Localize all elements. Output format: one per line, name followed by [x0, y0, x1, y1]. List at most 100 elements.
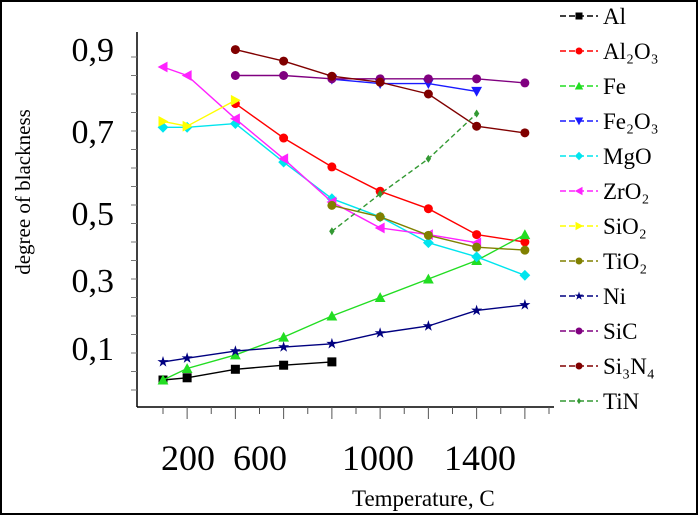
legend-label: TiN — [603, 389, 640, 414]
axes: 200 600 1000 1400 0,9 0,7 0,5 0,3 0,1 — [72, 32, 554, 478]
legend-marker — [576, 397, 582, 405]
data-point-sin — [472, 121, 482, 131]
legend: Al Al₂O₃ Fe Fe₂O₃ MgO ZrO₂ SiO₂ TiO₂ Ni SiC Si₃N₄ T… — [560, 4, 659, 414]
legend-marker — [575, 257, 583, 265]
legend-item-zro: ZrO₂ — [560, 179, 649, 204]
data-point-ni — [471, 304, 483, 316]
legend-marker — [574, 81, 584, 90]
data-point-alo — [327, 162, 337, 172]
legend-item-alo: Al₂O₃ — [560, 39, 659, 64]
data-point-al — [230, 364, 240, 374]
data-point-mgo — [157, 121, 169, 133]
data-point-alo — [472, 230, 482, 240]
series-line-feo — [331, 78, 477, 93]
data-point-sin — [423, 89, 433, 99]
legend-label: Fe₂O₃ — [603, 109, 659, 134]
data-point-sic — [423, 74, 433, 84]
data-point-sic — [279, 71, 289, 80]
legend-label: SiC — [603, 319, 638, 344]
y-tick-label: 0,3 — [72, 263, 115, 300]
data-point-sic — [472, 74, 482, 84]
y-tick-label: 0,5 — [72, 196, 115, 233]
legend-item-ni: Ni — [560, 284, 626, 309]
legend-label: Al — [603, 4, 626, 29]
data-point-ni — [374, 327, 386, 338]
data-point-fe — [326, 310, 338, 321]
series-alo — [230, 99, 530, 247]
data-point-zro — [278, 153, 289, 165]
legend-marker — [574, 186, 583, 196]
legend-item-tin: TiN — [560, 389, 640, 414]
legend-marker — [574, 117, 584, 126]
series-line-tin — [331, 113, 478, 232]
data-point-sin — [375, 77, 385, 87]
data-point-zro — [229, 113, 240, 125]
x-tick-label: 1000 — [342, 438, 414, 478]
data-point-fe — [422, 273, 434, 284]
x-tick-label: 1400 — [444, 438, 516, 478]
data-point-tio — [375, 212, 385, 222]
data-point-tio — [327, 200, 337, 210]
series-tio — [327, 200, 530, 255]
data-point-fe — [181, 363, 193, 374]
legend-item-sic: SiC — [560, 319, 638, 344]
x-axis-label: Temperature, C — [352, 486, 495, 511]
y-axis-label: degree of blackness — [11, 109, 35, 275]
data-point-mgo — [326, 193, 338, 205]
data-point-ni — [229, 345, 241, 356]
data-point-zro — [157, 61, 168, 73]
series-fe — [157, 229, 531, 385]
data-point-tio — [423, 230, 433, 240]
legend-label: ZrO₂ — [603, 179, 649, 204]
legend-label: Al₂O₃ — [603, 39, 659, 64]
legend-marker — [575, 47, 583, 55]
data-point-alo — [279, 133, 289, 143]
series-line-sio — [162, 99, 236, 127]
data-point-mgo — [278, 156, 290, 168]
legend-item-mgo: MgO — [560, 144, 652, 169]
legend-marker — [575, 327, 583, 335]
series-mgo — [157, 118, 531, 281]
data-point-fe — [278, 331, 290, 342]
data-point-sio — [230, 94, 241, 106]
legend-item-fe: Fe — [560, 74, 626, 99]
data-point-alo — [423, 204, 433, 214]
legend-marker — [574, 151, 584, 161]
series-zro — [157, 61, 482, 249]
legend-item-al: Al — [560, 4, 626, 29]
legend-label: MgO — [603, 144, 652, 169]
legend-marker — [574, 291, 584, 300]
series-line-mgo — [163, 122, 526, 276]
data-point-al — [327, 357, 337, 367]
series-ni — [157, 299, 531, 367]
legend-item-feo: Fe₂O₃ — [560, 109, 659, 134]
data-point-ni — [157, 356, 169, 367]
y-tick-label: 0,1 — [72, 331, 115, 368]
series-line-fe — [162, 233, 526, 381]
legend-item-sio: SiO₂ — [560, 214, 647, 239]
data-point-sio — [182, 120, 193, 132]
data-point-sic — [230, 71, 240, 80]
data-point-tio — [472, 242, 482, 252]
data-point-zro — [181, 70, 192, 81]
data-point-al — [279, 360, 289, 370]
data-point-fe — [229, 349, 241, 360]
data-point-sic — [520, 78, 530, 88]
data-point-ni — [278, 341, 290, 352]
legend-label: SiO₂ — [603, 214, 647, 239]
data-point-al — [182, 373, 192, 383]
data-point-mgo — [229, 118, 241, 129]
data-point-tin — [377, 189, 383, 198]
x-tick-label: 200 — [161, 438, 215, 478]
legend-marker — [575, 362, 583, 370]
data-point-ni — [181, 352, 193, 363]
legend-item-tio: TiO₂ — [560, 249, 647, 274]
data-point-mgo — [422, 237, 434, 249]
legend-marker — [575, 221, 584, 231]
data-point-tin — [425, 154, 432, 163]
series-line-sin — [235, 48, 525, 134]
data-point-sin — [520, 128, 530, 138]
series-tin — [329, 109, 480, 236]
legend-label: Si₃N₄ — [603, 354, 655, 379]
